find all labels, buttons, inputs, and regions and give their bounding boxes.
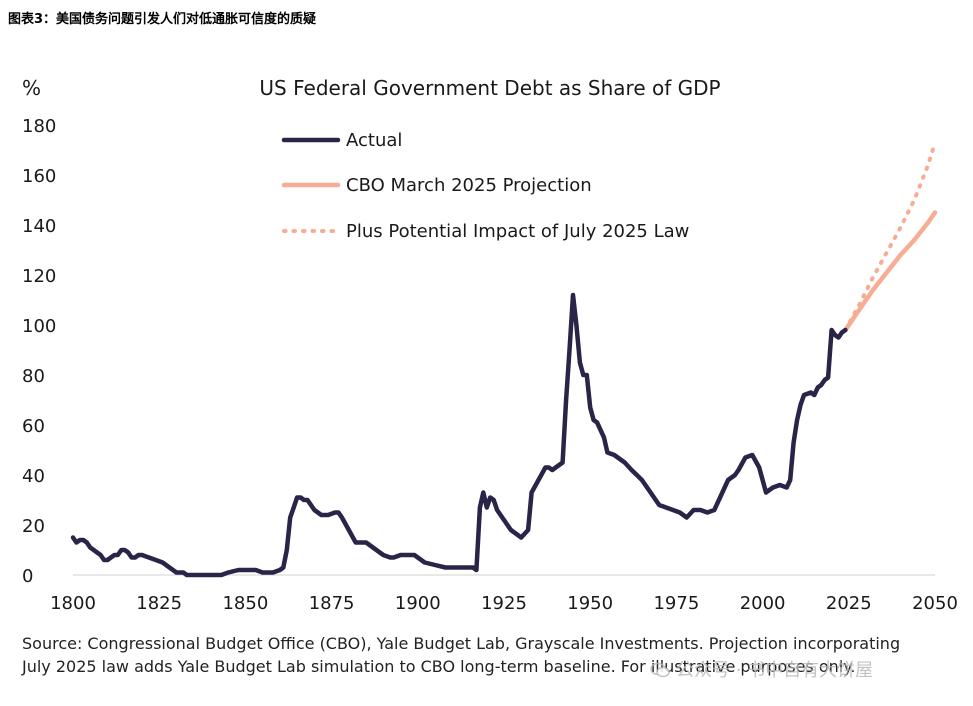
x-tick-label: 1875 <box>309 593 355 614</box>
x-tick-label: 1900 <box>395 593 441 614</box>
x-tick-label: 1950 <box>567 593 613 614</box>
y-tick-label: 100 <box>22 316 56 337</box>
y-tick-label: 120 <box>22 266 56 287</box>
watermark-text: 公众号 · 书中自有大饼屋 <box>676 660 874 681</box>
legend-item-cbo-projection: CBO March 2025 Projection <box>281 175 592 196</box>
y-tick-label: 20 <box>22 516 45 537</box>
figure-caption: 图表3：美国债务问题引发人们对低通胀可信度的质疑 <box>8 12 317 27</box>
y-tick-label: 0 <box>22 566 33 587</box>
x-tick-label: 1850 <box>222 593 268 614</box>
y-tick-labels: 0 20 40 60 80 100 120 140 160 180 <box>22 116 56 587</box>
y-tick-label: 160 <box>22 166 56 187</box>
y-tick-label: 140 <box>22 216 56 237</box>
legend-label: Plus Potential Impact of July 2025 Law <box>346 221 689 242</box>
x-tick-label: 2050 <box>912 593 958 614</box>
chart-title: US Federal Government Debt as Share of G… <box>259 76 720 100</box>
x-tick-label: 1825 <box>136 593 182 614</box>
series-line-cbo-projection <box>843 210 938 333</box>
x-tick-label: 2000 <box>740 593 786 614</box>
series-line-july-2025-law <box>843 140 937 332</box>
series-layer <box>70 140 938 578</box>
legend: Actual CBO March 2025 Projection Plus Pote… <box>281 130 689 242</box>
wechat-icon <box>650 662 670 678</box>
source-note: Source: Congressional Budget Office (CBO… <box>22 634 901 676</box>
series-line-actual <box>70 292 848 578</box>
watermark: 公众号 · 书中自有大饼屋 <box>650 656 873 682</box>
x-tick-label: 1800 <box>50 593 96 614</box>
y-tick-label: 60 <box>22 416 45 437</box>
legend-label: CBO March 2025 Projection <box>346 175 592 196</box>
y-tick-label: 180 <box>22 116 56 137</box>
debt-chart: US Federal Government Debt as Share of G… <box>22 76 958 614</box>
x-tick-label: 2025 <box>826 593 872 614</box>
legend-item-july-2025-law: Plus Potential Impact of July 2025 Law <box>282 221 689 242</box>
legend-label: Actual <box>346 130 402 151</box>
x-tick-label: 1975 <box>653 593 699 614</box>
y-tick-label: 80 <box>22 366 45 387</box>
legend-item-actual: Actual <box>281 130 402 151</box>
x-tick-labels: 1800 1825 1850 1875 1900 1925 1950 1975 2000 2025… <box>50 593 958 614</box>
y-axis-unit-label: % <box>22 76 41 100</box>
y-tick-label: 40 <box>22 466 45 487</box>
x-tick-label: 1925 <box>481 593 527 614</box>
